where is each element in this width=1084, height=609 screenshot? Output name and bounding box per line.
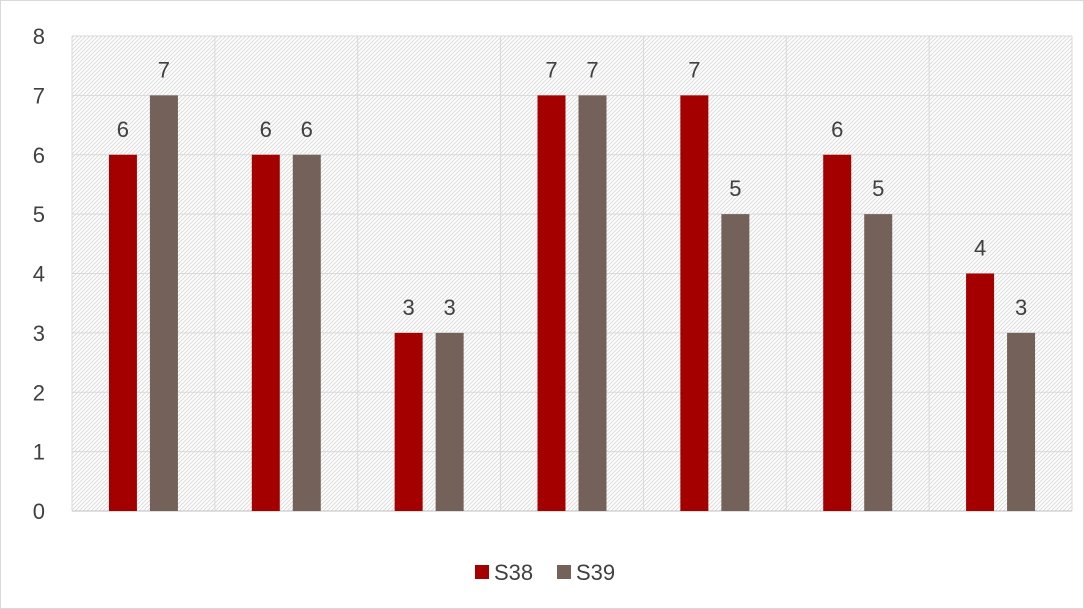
data-label: 3 [1015, 295, 1027, 320]
y-tick-label: 2 [33, 380, 45, 405]
bar-s39 [292, 154, 321, 511]
bar-s39 [721, 214, 750, 511]
data-label: 7 [688, 57, 700, 82]
data-label: 7 [158, 57, 170, 82]
y-tick-label: 0 [33, 499, 45, 524]
gridlines [71, 35, 1073, 512]
data-label: 3 [403, 295, 415, 320]
bar-s38 [537, 95, 566, 511]
data-label: 6 [117, 117, 129, 142]
y-tick-label: 3 [33, 321, 45, 346]
bar-s39 [578, 95, 607, 511]
data-label: 5 [729, 176, 741, 201]
y-tick-label: 7 [33, 83, 45, 108]
bar-s38 [394, 332, 423, 511]
legend-label-s38: S38 [494, 560, 533, 585]
bar-s38 [680, 95, 709, 511]
data-label: 6 [301, 117, 313, 142]
bar-s39 [864, 214, 893, 511]
legend-swatch-s39 [557, 565, 571, 579]
data-label: 4 [974, 236, 986, 261]
bar-s39 [149, 95, 178, 511]
data-label: 5 [872, 176, 884, 201]
y-tick-label: 6 [33, 143, 45, 168]
data-label: 7 [586, 57, 598, 82]
bar-s38 [966, 273, 995, 511]
y-tick-label: 4 [33, 262, 45, 287]
bars [108, 95, 1036, 511]
y-axis-ticks: 0 1 2 3 4 5 6 7 8 [33, 24, 45, 524]
bar-s39 [1007, 332, 1036, 511]
bar-s38 [108, 154, 137, 511]
bar-s38 [251, 154, 280, 511]
data-label: 6 [260, 117, 272, 142]
data-label: 7 [545, 57, 557, 82]
data-label: 6 [831, 117, 843, 142]
legend: S38 S39 [475, 560, 615, 585]
legend-label-s39: S39 [576, 560, 615, 585]
bar-s39 [435, 332, 464, 511]
legend-swatch-s38 [475, 565, 489, 579]
data-label: 3 [444, 295, 456, 320]
data-labels: 6 7 6 6 3 3 7 7 7 5 6 5 4 3 [117, 57, 1027, 320]
y-tick-label: 8 [33, 24, 45, 49]
y-tick-label: 1 [33, 440, 45, 465]
y-tick-label: 5 [33, 202, 45, 227]
bar-s38 [823, 154, 852, 511]
